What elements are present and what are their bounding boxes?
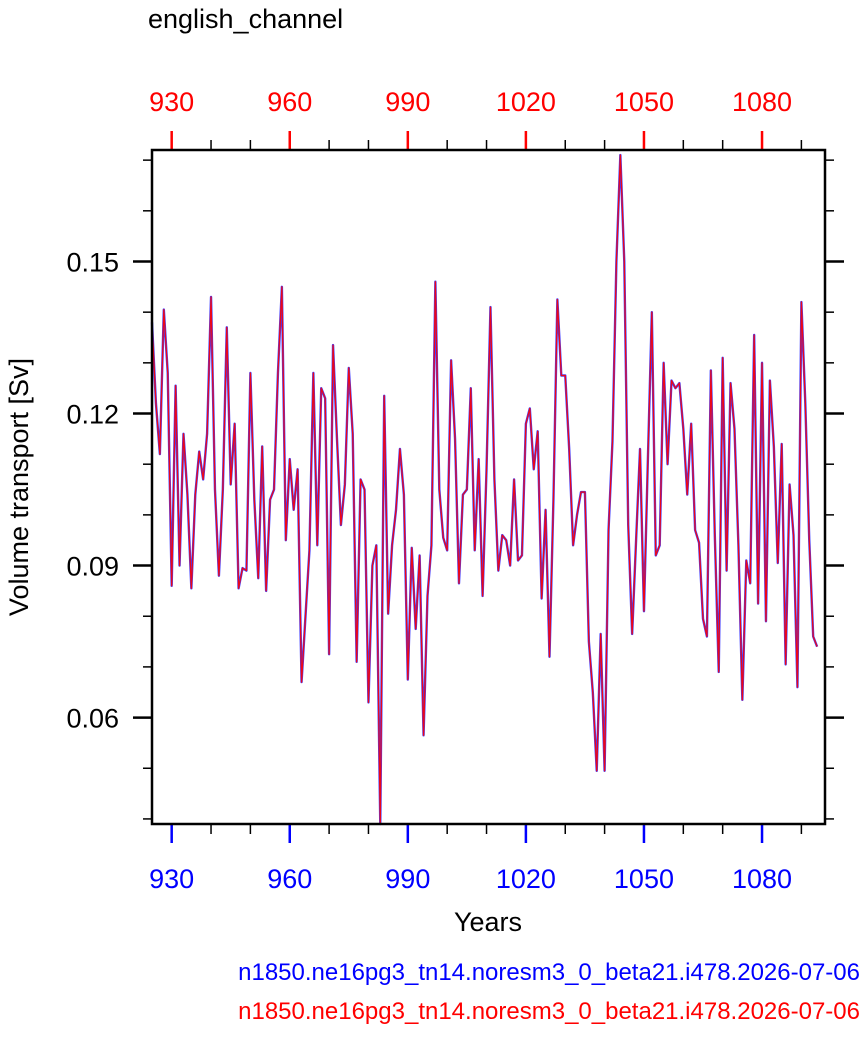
y-tick-label: 0.06 — [66, 704, 119, 734]
x-tick-label: 990 — [385, 864, 430, 894]
x-tick-label-top: 1020 — [496, 87, 556, 117]
plot-frame — [150, 148, 827, 826]
x-tick-label-top: 1050 — [614, 87, 674, 117]
series-layer — [150, 153, 819, 826]
bottom-x-axis: 930 960 990 1020 1050 1080 — [149, 824, 803, 894]
legend-entry-blue: n1850.ne16pg3_tn14.noresm3_0_beta21.i478… — [238, 959, 860, 986]
x-tick-label: 930 — [149, 864, 194, 894]
y-tick-label: 0.12 — [66, 400, 119, 430]
x-tick-label-top: 960 — [267, 87, 312, 117]
x-tick-label-top: 1080 — [732, 87, 792, 117]
top-x-axis: 930 960 990 1020 1050 1080 — [149, 87, 803, 150]
x-tick-label: 1080 — [732, 864, 792, 894]
x-tick-label: 1020 — [496, 864, 556, 894]
y-axis-label: Volume transport [Sv] — [4, 358, 34, 616]
right-y-axis — [825, 159, 844, 820]
legend-entry-red: n1850.ne16pg3_tn14.noresm3_0_beta21.i478… — [238, 998, 860, 1025]
y-tick-label: 0.09 — [66, 552, 119, 582]
series-line-blue — [150, 153, 819, 826]
left-y-axis: 0.06 0.09 0.12 0.15 — [66, 159, 152, 820]
x-axis-label: Years — [454, 907, 522, 937]
chart-title: english_channel — [148, 4, 343, 34]
series-line-red — [151, 154, 818, 825]
x-tick-label-top: 930 — [149, 87, 194, 117]
y-tick-label: 0.15 — [66, 247, 119, 277]
x-tick-label: 960 — [267, 864, 312, 894]
x-tick-label: 1050 — [614, 864, 674, 894]
x-tick-label-top: 990 — [385, 87, 430, 117]
